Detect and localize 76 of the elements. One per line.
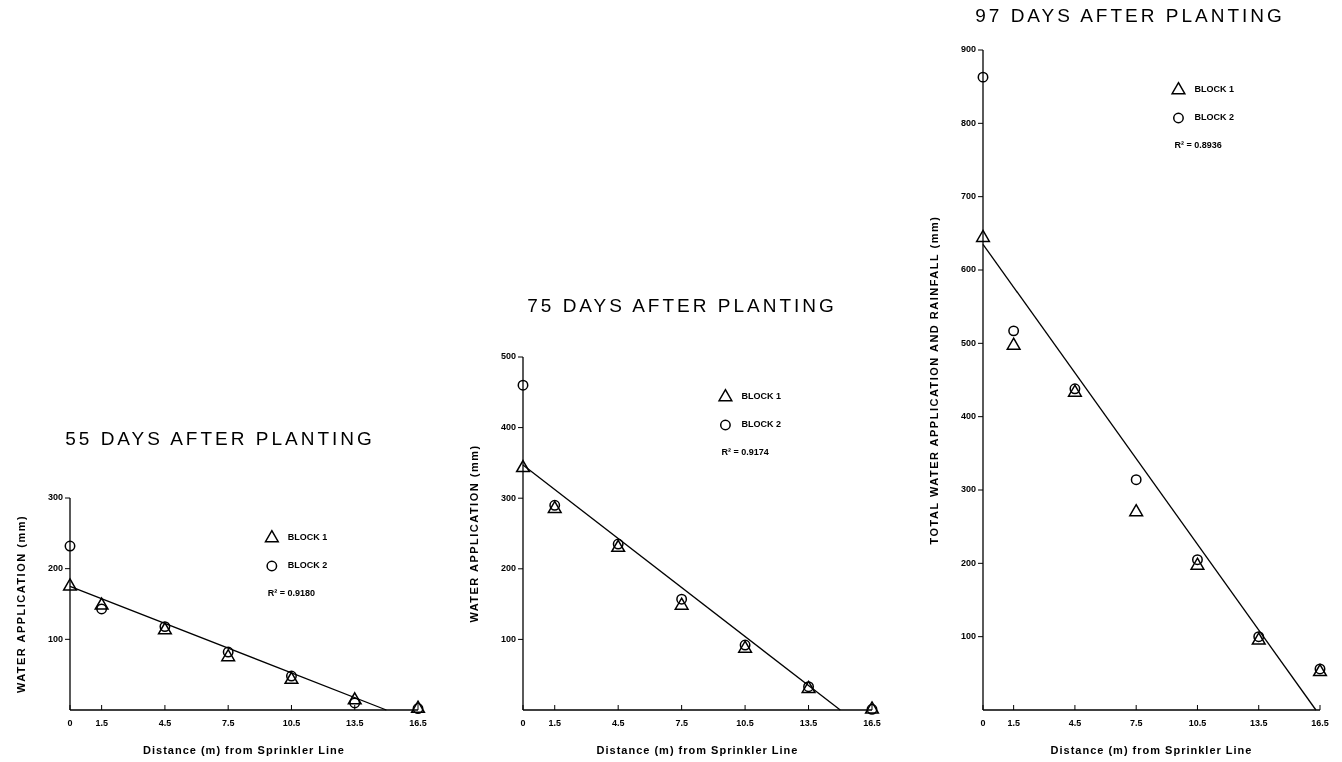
x-tick-label: 10.5 xyxy=(282,718,301,728)
x-tick-label: 13.5 xyxy=(799,718,818,728)
x-tick-label: 13.5 xyxy=(345,718,364,728)
point xyxy=(977,71,989,83)
y-tick-label: 800 xyxy=(960,117,976,128)
y-tick-label: 300 xyxy=(960,484,976,495)
x-axis-title: Distance (m) from Sprinkler Line xyxy=(1050,744,1253,756)
point xyxy=(1008,325,1020,337)
x-tick-label: 0 xyxy=(67,718,73,728)
y-axis-title: WATER APPLICATION (mm) xyxy=(14,514,27,694)
point xyxy=(1130,474,1142,486)
point xyxy=(349,697,361,709)
x-tick-label: 4.5 xyxy=(611,718,625,728)
x-tick-label: 0 xyxy=(980,718,986,728)
x-tick-label: 7.5 xyxy=(1129,718,1143,728)
x-tick-label: 16.5 xyxy=(1311,718,1329,728)
chart-title: 97 DAYS AFTER PLANTING xyxy=(975,5,1285,27)
y-tick-label: 100 xyxy=(960,631,976,642)
x-tick-label: 16.5 xyxy=(863,718,881,728)
legend-label: BLOCK 2 xyxy=(741,419,781,430)
legend-label: BLOCK 1 xyxy=(1194,84,1234,95)
y-tick-label: 200 xyxy=(47,563,63,574)
y-tick-label: 700 xyxy=(960,191,976,202)
point xyxy=(1191,554,1203,566)
point xyxy=(1190,557,1205,570)
y-tick-label: 100 xyxy=(500,633,516,644)
y-tick-label: 200 xyxy=(960,557,976,568)
x-tick-label: 10.5 xyxy=(1188,718,1207,728)
point xyxy=(515,459,531,473)
y-tick-label: 300 xyxy=(500,492,516,503)
x-tick-label: 7.5 xyxy=(221,718,235,728)
x-tick-label: 13.5 xyxy=(1249,718,1268,728)
x-tick-label: 1.5 xyxy=(95,718,108,728)
point xyxy=(517,379,529,391)
annotation: R² = 0.9174 xyxy=(721,447,769,458)
x-tick-label: 1.5 xyxy=(548,718,561,728)
point xyxy=(94,597,109,610)
point xyxy=(676,593,688,605)
x-tick-label: 10.5 xyxy=(736,718,754,728)
point xyxy=(1129,503,1144,517)
x-tick-label: 1.5 xyxy=(1007,718,1020,728)
annotation: R² = 0.8936 xyxy=(1174,140,1222,151)
point xyxy=(674,597,689,610)
y-tick-label: 900 xyxy=(960,44,976,55)
point xyxy=(96,603,108,615)
y-tick-label: 400 xyxy=(500,421,516,432)
chart-title: 75 DAYS AFTER PLANTING xyxy=(527,295,837,317)
y-axis-title: TOTAL WATER APPLICATION AND RAINFALL (mm) xyxy=(927,215,940,545)
x-tick-label: 4.5 xyxy=(1068,718,1082,728)
y-tick-label: 500 xyxy=(500,351,516,362)
y-tick-label: 100 xyxy=(47,633,63,644)
x-tick-label: 7.5 xyxy=(675,718,688,728)
legend-label: BLOCK 2 xyxy=(1194,112,1234,123)
point xyxy=(347,692,362,705)
y-axis-title: WATER APPLICATION (mm) xyxy=(467,444,480,623)
x-tick-label: 4.5 xyxy=(158,718,172,728)
point xyxy=(1006,337,1021,350)
point xyxy=(221,648,236,662)
legend-label: BLOCK 1 xyxy=(741,391,781,402)
point xyxy=(62,578,78,591)
legend-label: BLOCK 2 xyxy=(287,560,328,571)
y-tick-label: 200 xyxy=(500,563,516,574)
x-tick-label: 16.5 xyxy=(409,718,427,728)
chart-title: 55 DAYS AFTER PLANTING xyxy=(65,428,375,450)
y-tick-label: 600 xyxy=(960,264,976,275)
x-axis-title: Distance (m) from Sprinkler Line xyxy=(143,744,345,756)
y-tick-label: 500 xyxy=(960,337,976,348)
point xyxy=(975,229,991,243)
x-tick-label: 0 xyxy=(520,718,526,728)
y-tick-label: 400 xyxy=(960,411,976,422)
point xyxy=(64,540,76,552)
y-tick-label: 300 xyxy=(47,492,63,503)
x-axis-title: Distance (m) from Sprinkler Line xyxy=(596,744,799,756)
annotation: R² = 0.9180 xyxy=(267,588,316,599)
point xyxy=(222,646,234,658)
legend-label: BLOCK 1 xyxy=(287,532,328,543)
